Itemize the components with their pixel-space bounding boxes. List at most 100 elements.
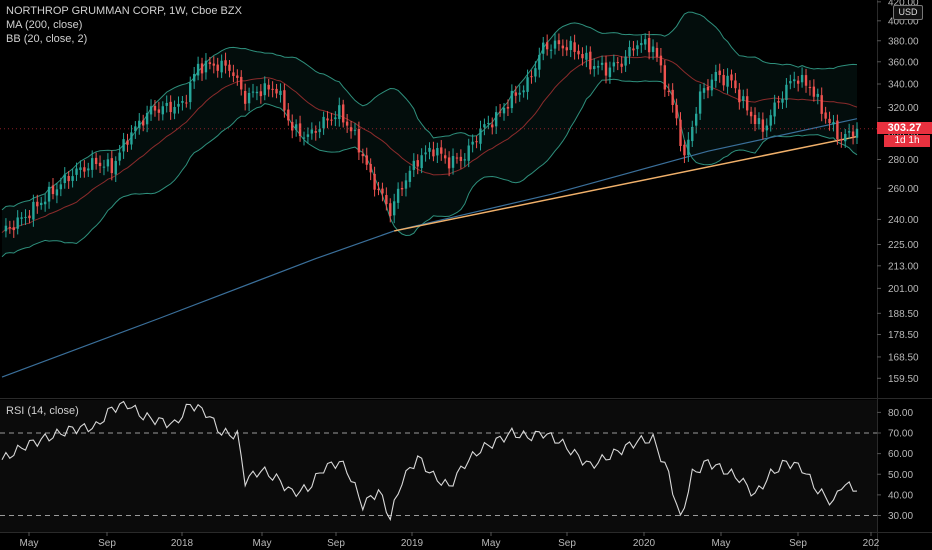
candle-body	[459, 156, 463, 162]
candle-body	[263, 83, 266, 96]
support-trendline	[394, 135, 858, 232]
candle-body	[369, 163, 372, 173]
candle-body	[553, 40, 557, 49]
candle-body	[761, 119, 765, 132]
candle-body	[506, 106, 510, 109]
candle-body	[475, 141, 478, 143]
rsi-tick-label: 30.00	[888, 511, 913, 522]
rsi-background	[0, 400, 877, 532]
candle-body	[59, 184, 63, 190]
candle-body	[43, 201, 47, 205]
candle-body	[757, 118, 761, 125]
candle-body	[471, 141, 474, 145]
candle-body	[271, 88, 274, 90]
candle-body	[349, 127, 353, 132]
rsi-tick-label: 80.00	[888, 408, 913, 419]
candle-body	[549, 49, 553, 51]
candle-body	[667, 90, 670, 92]
candle-body	[585, 52, 588, 60]
candle-body	[636, 45, 639, 50]
candle-body	[828, 118, 831, 124]
candle-body	[106, 159, 110, 167]
candle-body	[361, 153, 365, 157]
candle-body	[847, 131, 851, 133]
candle-body	[200, 63, 204, 74]
candle-body	[604, 62, 608, 76]
candle-body	[651, 46, 655, 53]
candle-body	[855, 128, 859, 138]
candle-body	[432, 149, 435, 157]
candle-body	[534, 68, 537, 77]
candle-body	[334, 117, 337, 120]
candles-layer	[0, 31, 877, 238]
candle-body	[298, 123, 302, 137]
candle-body	[510, 90, 514, 109]
candle-body	[212, 63, 215, 66]
candle-body	[691, 126, 694, 142]
candle-body	[753, 114, 757, 125]
candle-body	[400, 187, 404, 190]
candle-body	[608, 67, 612, 78]
candle-body	[134, 126, 137, 132]
candle-body	[247, 92, 251, 104]
candle-body	[138, 120, 141, 128]
bb-legend: BB (20, close, 2)	[6, 33, 88, 45]
candle-body	[569, 40, 572, 51]
candle-body	[738, 89, 741, 103]
candle-body	[287, 109, 290, 121]
candle-body	[224, 60, 227, 66]
candle-body	[389, 203, 392, 217]
candle-body	[196, 63, 200, 76]
candle-body	[730, 74, 733, 81]
candle-body	[279, 90, 282, 96]
candle-body	[494, 112, 498, 127]
candle-body	[844, 133, 847, 142]
ma-legend: MA (200, close)	[6, 19, 83, 31]
chart-title: NORTHROP GRUMMAN CORP, 1W, Cboe BZX	[6, 5, 242, 17]
candle-body	[365, 155, 368, 165]
candle-body	[420, 155, 423, 169]
candle-body	[589, 51, 592, 70]
candle-body	[141, 120, 145, 126]
candle-body	[302, 137, 306, 139]
candle-body	[396, 188, 400, 203]
price-tick-label: 380.00	[888, 36, 919, 47]
candle-body	[647, 37, 651, 53]
time-tick-label: 2019	[401, 538, 424, 549]
candle-body	[561, 45, 565, 49]
currency-button[interactable]: USD	[893, 5, 923, 20]
candle-body	[71, 176, 74, 181]
rsi-tick-label: 60.00	[888, 449, 913, 460]
candle-body	[675, 104, 678, 119]
time-tick-label: 202	[863, 538, 880, 549]
candle-body	[130, 132, 133, 145]
candle-body	[55, 189, 59, 196]
candle-body	[357, 128, 361, 153]
candle-body	[79, 167, 82, 170]
candle-body	[122, 139, 125, 152]
price-tick-label: 360.00	[888, 57, 919, 68]
rsi-legend: RSI (14, close)	[6, 404, 79, 418]
candle-body	[816, 93, 819, 97]
candle-body	[377, 188, 380, 190]
candle-body	[443, 155, 447, 159]
bollinger-bands	[1, 11, 858, 258]
candle-body	[306, 134, 310, 137]
candle-body	[28, 215, 31, 219]
candle-body	[836, 120, 839, 140]
candle-body	[745, 96, 749, 111]
candle-body	[24, 216, 27, 218]
candle-body	[110, 158, 114, 174]
candle-body	[294, 124, 298, 130]
candle-body	[596, 66, 600, 68]
time-tick-label: May	[712, 538, 731, 549]
candle-body	[632, 48, 635, 51]
candle-body	[232, 72, 235, 76]
candle-body	[75, 168, 78, 175]
candle-body	[32, 201, 35, 220]
candle-body	[114, 160, 117, 175]
candle-body	[781, 98, 784, 103]
price-tick-label: 280.00	[888, 155, 919, 166]
